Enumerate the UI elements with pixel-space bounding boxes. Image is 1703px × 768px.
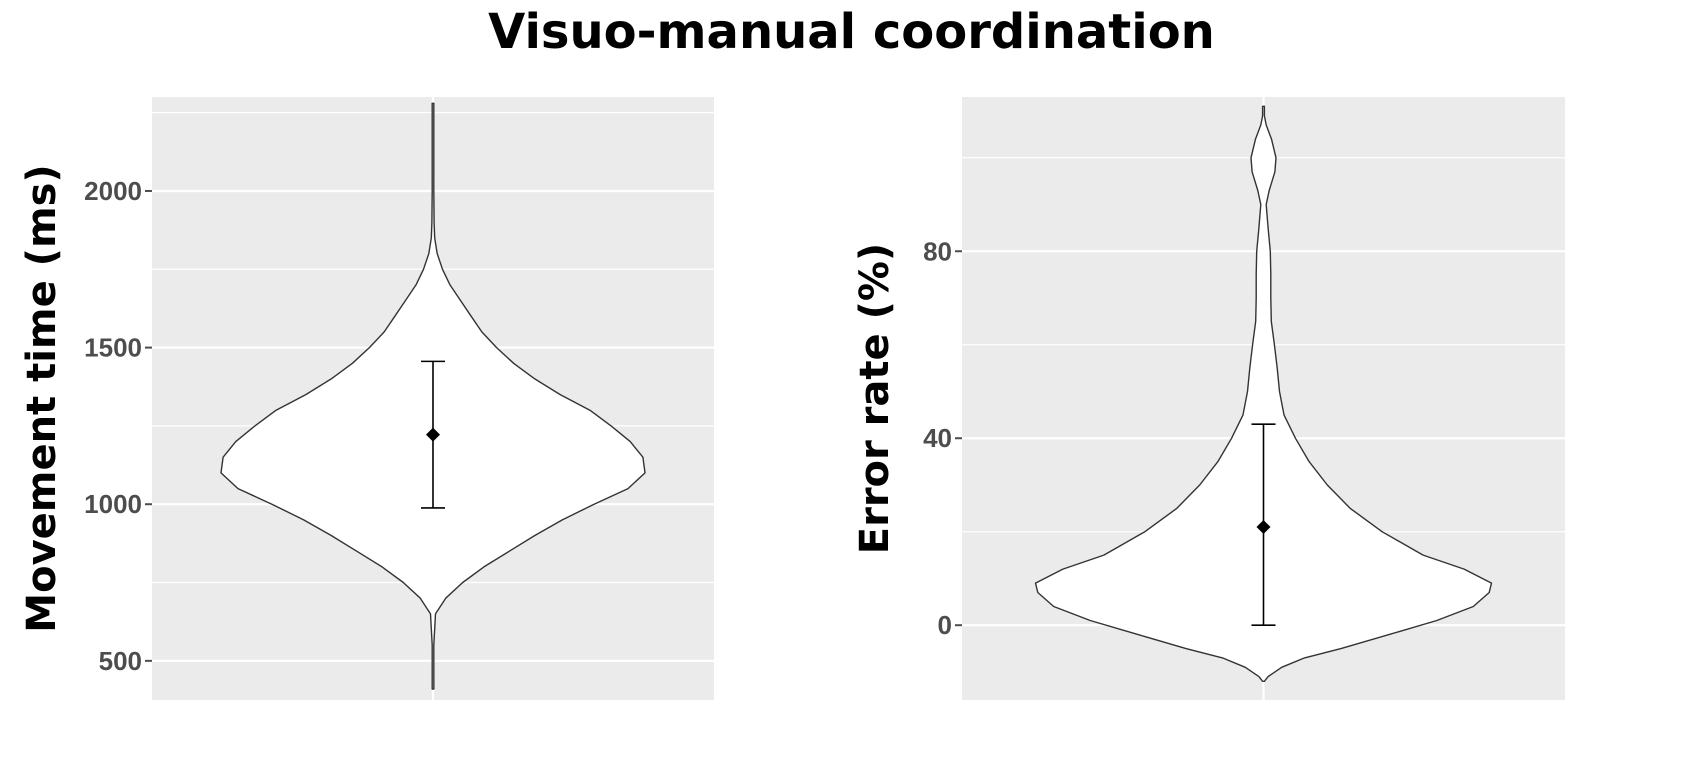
movement-time-panel: 500 1000 1500 2000 Movement time (ms): [19, 97, 714, 700]
y-tick-label: 1000: [84, 489, 142, 519]
mean-marker: [426, 427, 440, 442]
y-tick-label: 1500: [84, 333, 142, 363]
figure-title: Visuo-manual coordination: [488, 4, 1215, 60]
violin-shape: [1034, 105, 1493, 683]
y-tick-label: 2000: [84, 176, 142, 206]
y-tick-label: 40: [923, 423, 952, 453]
movement-time-axis-title: Movement time (ms): [19, 164, 65, 632]
y-tick-label: 0: [938, 610, 952, 640]
error-rate-panel: 0 40 80 Error rate (%): [852, 97, 1565, 700]
mean-marker: [1256, 520, 1271, 535]
y-tick-label: 500: [99, 646, 142, 676]
y-tick-label: 80: [923, 236, 952, 266]
error-rate-axis-title: Error rate (%): [852, 243, 898, 554]
